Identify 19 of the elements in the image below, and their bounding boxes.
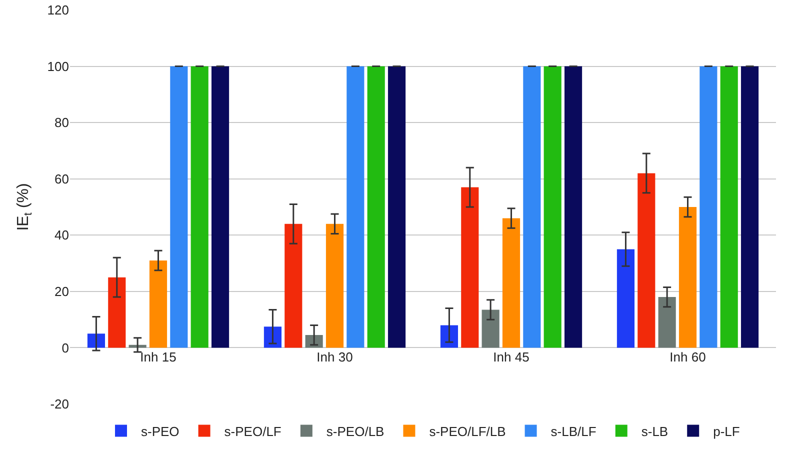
x-tick-label: Inh 60 bbox=[670, 350, 706, 365]
y-tick-label: -20 bbox=[50, 396, 69, 412]
y-tick-label: 0 bbox=[62, 340, 69, 356]
legend-label: s-PEO/LF bbox=[224, 424, 282, 439]
x-tick-label: Inh 15 bbox=[140, 350, 176, 365]
y-tick-label: 20 bbox=[54, 284, 69, 299]
legend-label: s-PEO/LB bbox=[326, 424, 384, 439]
legend-label: s-PEO bbox=[141, 424, 180, 439]
legend-label: s-LB bbox=[641, 424, 668, 439]
y-tick-label: 120 bbox=[47, 2, 69, 18]
x-tick-label: Inh 30 bbox=[316, 350, 353, 365]
legend-label: p-LF bbox=[713, 424, 740, 439]
y-tick-label: 40 bbox=[54, 228, 69, 243]
legend-label: s-LB/LF bbox=[550, 424, 596, 439]
x-tick-label: Inh 45 bbox=[493, 350, 530, 365]
y-tick-label: 100 bbox=[47, 58, 69, 74]
y-tick-label: 60 bbox=[54, 171, 69, 186]
y-tick-label: 80 bbox=[54, 115, 69, 130]
legend-label: s-PEO/LF/LB bbox=[429, 424, 506, 439]
